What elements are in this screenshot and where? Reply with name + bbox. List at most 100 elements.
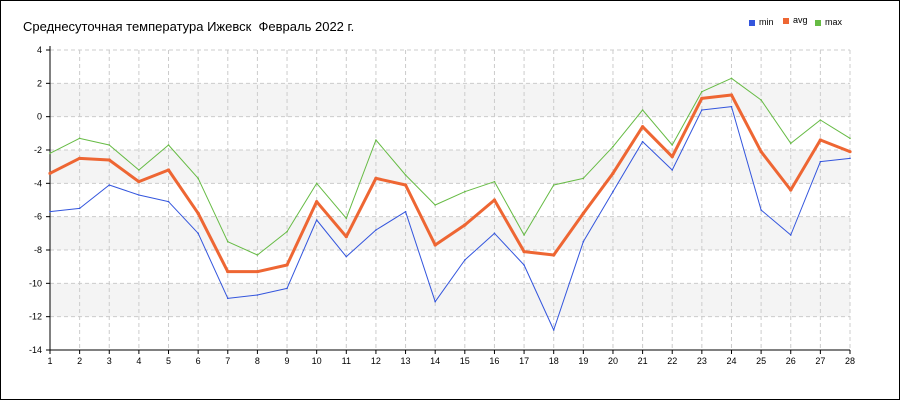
x-tick-label: 9 [285,356,290,366]
x-tick-label: 14 [430,356,440,366]
data-point-avg [226,270,230,274]
data-point-max [523,234,525,236]
data-point-min [434,300,436,303]
x-tick-label: 20 [608,356,618,366]
x-tick-label: 10 [312,356,322,366]
legend-label-max: max [825,17,843,27]
data-point-max [671,144,674,146]
data-point-avg [107,158,111,162]
data-point-avg [640,125,645,129]
data-point-max [78,137,81,140]
x-tick-label: 6 [196,356,201,366]
data-point-max [375,139,377,141]
data-point-max [315,182,318,185]
y-tick-label: -8 [34,245,42,255]
data-point-avg [729,93,734,97]
x-tick-label: 17 [519,356,529,366]
data-point-min [523,264,525,266]
data-point-avg [789,188,793,192]
grid-band [50,283,850,317]
data-point-min [582,240,585,243]
data-point-avg [433,243,437,247]
grid-band [50,83,850,117]
data-point-avg [344,235,348,239]
data-point-max [612,145,614,148]
data-point-avg [848,150,852,154]
data-point-min [315,219,318,221]
data-point-min [552,329,555,331]
data-point-max [641,109,644,111]
data-point-min [849,157,851,160]
data-point-avg [670,155,674,159]
x-tick-label: 2 [77,356,82,366]
data-point-max [138,169,140,171]
data-point-max [849,137,851,140]
data-point-avg [374,176,378,180]
data-point-avg [315,200,319,204]
data-point-max [493,180,496,183]
data-point-max [789,142,792,145]
data-point-min [760,209,762,211]
data-point-min [789,234,792,236]
data-point-avg [552,253,556,257]
x-tick-label: 3 [107,356,112,366]
x-tick-label: 26 [786,356,796,366]
data-point-min [138,194,140,196]
x-tick-label: 18 [549,356,559,366]
data-point-min [345,255,348,258]
y-tick-label: -14 [29,345,42,355]
data-point-max [49,152,51,155]
x-tick-label: 1 [47,356,52,366]
data-point-avg [759,150,763,154]
legend-swatch-min [749,20,755,26]
data-point-avg [137,180,141,184]
data-point-avg [522,250,526,254]
legend-label-avg: avg [793,15,808,25]
data-point-avg [78,156,82,160]
x-tick-label: 28 [845,356,855,366]
data-point-avg [255,270,260,274]
data-point-min [671,169,674,171]
data-point-avg [285,263,289,267]
x-tick-label: 25 [756,356,766,366]
data-point-max [582,177,585,180]
chart-title: Среднесуточная температура Ижевск Феврал… [23,19,355,34]
data-point-max [760,99,762,101]
data-point-max [464,190,466,193]
data-point-min [108,184,111,186]
data-point-avg [463,223,467,227]
x-tick-label: 23 [697,356,707,366]
data-point-max [108,144,111,146]
data-point-min [493,232,496,235]
x-tick-label: 7 [225,356,230,366]
series-line-max [49,77,851,256]
data-point-avg [611,171,615,175]
data-point-min [701,109,703,111]
x-tick-label: 19 [578,356,588,366]
x-tick-label: 13 [401,356,411,366]
data-point-max [167,144,170,146]
y-tick-label: -4 [34,178,42,188]
data-point-max [256,254,259,256]
y-tick-label: -2 [34,145,42,155]
series-line-avg [49,93,851,274]
data-point-min [641,140,644,143]
data-point-min [167,200,170,203]
data-point-max [434,204,436,206]
data-point-min [375,229,377,231]
data-point-avg [492,198,497,202]
data-point-min [256,294,259,296]
data-point-avg [403,183,408,187]
data-point-min [730,105,733,108]
data-point-min [464,259,466,261]
x-tick-label: 24 [726,356,736,366]
x-tick-label: 22 [667,356,677,366]
data-point-min [78,207,81,210]
data-point-min [49,210,51,213]
x-tick-label: 15 [460,356,470,366]
data-point-avg [818,138,822,142]
x-tick-label: 5 [166,356,171,366]
y-tick-label: -10 [29,278,42,288]
legend-label-min: min [759,17,774,27]
